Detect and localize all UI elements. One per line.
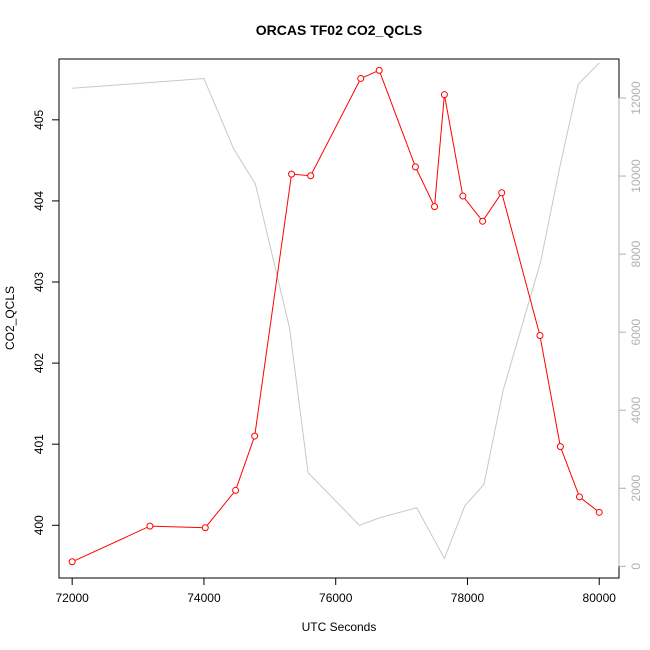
- co2-point: [251, 432, 259, 440]
- co2-point: [411, 163, 419, 171]
- co2-point: [440, 91, 448, 99]
- y2-tick-label: 8000: [629, 240, 643, 267]
- x-tick-label: 76000: [319, 591, 353, 605]
- co2-line: [71, 69, 600, 563]
- co2-point: [68, 558, 76, 566]
- y-tick-label: 403: [32, 272, 46, 292]
- y2-tick-label: 0: [629, 563, 643, 570]
- co2-point: [536, 332, 544, 340]
- y2-tick-label: 2000: [629, 475, 643, 502]
- y-tick-label: 405: [32, 109, 46, 129]
- y-tick-label: 404: [32, 191, 46, 211]
- y2-tick-label: 4000: [629, 397, 643, 424]
- x-axis-title: UTC Seconds: [302, 620, 377, 634]
- y2-tick-label: 6000: [629, 318, 643, 345]
- y-axis-left: 400 401 402 403 404 405: [32, 109, 60, 535]
- co2-point: [575, 493, 583, 501]
- co2-point: [498, 189, 506, 197]
- x-tick-label: 78000: [451, 591, 485, 605]
- co2-point: [479, 217, 487, 225]
- co2-point: [232, 486, 240, 494]
- co2-point: [307, 172, 315, 180]
- y-tick-label: 402: [32, 353, 46, 373]
- y-axis-right: 0 2000 4000 6000 8000 10000 12000: [618, 81, 643, 570]
- x-tick-label: 72000: [55, 591, 89, 605]
- x-tick-label: 74000: [187, 591, 221, 605]
- co2-point: [459, 192, 467, 200]
- y-tick-label: 401: [32, 434, 46, 454]
- co2-point: [595, 508, 603, 516]
- series-layer: [68, 62, 603, 566]
- co2-point: [357, 74, 365, 82]
- chart-title: ORCAS TF02 CO2_QCLS: [256, 22, 422, 38]
- co2-point: [146, 522, 154, 530]
- co2-point: [556, 443, 564, 451]
- altitude-line: [72, 62, 600, 560]
- y2-tick-label: 10000: [629, 159, 643, 193]
- x-axis: 72000 74000 76000 78000 80000: [55, 577, 617, 605]
- co2-point: [288, 170, 296, 178]
- y-tick-label: 400: [32, 515, 46, 535]
- y-axis-title: CO2_QCLS: [3, 286, 17, 350]
- x-tick-label: 80000: [583, 591, 617, 605]
- co2-point: [201, 524, 209, 532]
- co2-point: [431, 203, 439, 211]
- y2-tick-label: 12000: [629, 81, 643, 115]
- co2-point: [375, 66, 383, 74]
